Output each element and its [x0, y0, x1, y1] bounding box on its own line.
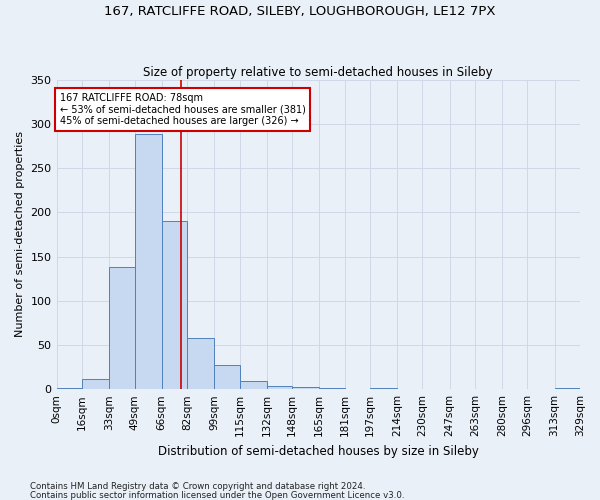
Text: 167, RATCLIFFE ROAD, SILEBY, LOUGHBOROUGH, LE12 7PX: 167, RATCLIFFE ROAD, SILEBY, LOUGHBOROUG…	[104, 5, 496, 18]
Bar	[319, 388, 344, 389]
X-axis label: Distribution of semi-detached houses by size in Sileby: Distribution of semi-detached houses by …	[158, 444, 479, 458]
Bar	[161, 221, 187, 389]
Bar	[292, 388, 319, 389]
Bar	[109, 267, 134, 389]
Bar	[56, 388, 82, 389]
Title: Size of property relative to semi-detached houses in Sileby: Size of property relative to semi-detach…	[143, 66, 493, 78]
Bar	[554, 388, 580, 389]
Text: Contains public sector information licensed under the Open Government Licence v3: Contains public sector information licen…	[30, 491, 404, 500]
Bar	[370, 388, 397, 389]
Bar	[239, 381, 266, 389]
Text: 167 RATCLIFFE ROAD: 78sqm
← 53% of semi-detached houses are smaller (381)
45% of: 167 RATCLIFFE ROAD: 78sqm ← 53% of semi-…	[60, 93, 305, 126]
Bar	[134, 134, 161, 389]
Bar	[266, 386, 292, 389]
Bar	[82, 380, 109, 389]
Bar	[187, 338, 214, 389]
Text: Contains HM Land Registry data © Crown copyright and database right 2024.: Contains HM Land Registry data © Crown c…	[30, 482, 365, 491]
Bar	[214, 366, 239, 389]
Y-axis label: Number of semi-detached properties: Number of semi-detached properties	[15, 132, 25, 338]
